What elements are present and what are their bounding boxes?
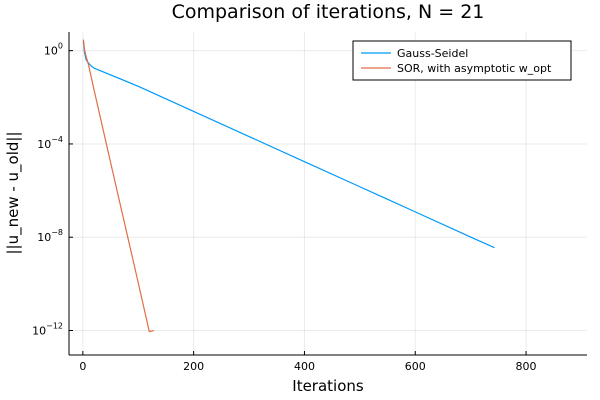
y-tick-label: 100 xyxy=(44,42,63,58)
axes xyxy=(68,32,587,356)
x-tick-label: 800 xyxy=(516,360,537,373)
y-axis-label: ||u_new - u_old|| xyxy=(4,131,23,254)
tick-labels: 0 200 400 600 800 100 10−4 10−8 10−12 xyxy=(32,42,536,373)
legend-label-gauss-seidel: Gauss-Seidel xyxy=(397,47,468,60)
y-tick-label: 10−4 xyxy=(37,135,63,151)
series-group xyxy=(82,39,495,333)
chart-title: Comparison of iterations, N = 21 xyxy=(172,1,485,23)
x-axis-label: Iterations xyxy=(292,377,364,395)
y-tick-label: 10−8 xyxy=(37,228,63,244)
series-line-gauss-seidel xyxy=(82,41,495,249)
x-tick-label: 200 xyxy=(183,360,204,373)
series-line-sor-with-asymptotic-w-opt xyxy=(82,39,154,333)
y-tick-label: 10−12 xyxy=(32,322,63,338)
x-tick-label: 600 xyxy=(405,360,426,373)
legend-box xyxy=(352,40,572,81)
legend-label-sor: SOR, with asymptotic w_opt xyxy=(397,62,552,75)
legend: Gauss-Seidel SOR, with asymptotic w_opt xyxy=(352,40,572,81)
x-tick-label: 0 xyxy=(79,360,86,373)
x-tick-label: 400 xyxy=(294,360,315,373)
